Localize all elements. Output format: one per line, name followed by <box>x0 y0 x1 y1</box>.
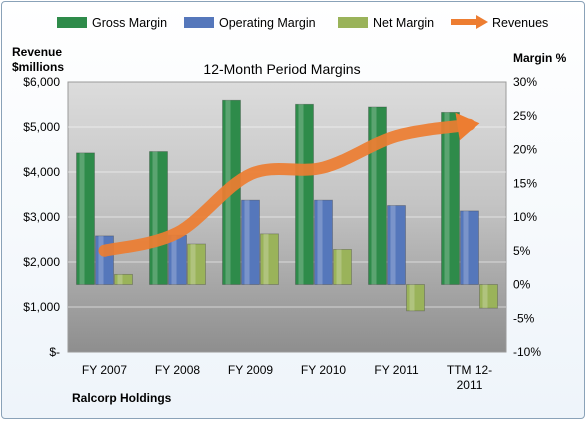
bar-highlight <box>336 249 342 285</box>
bar-highlight <box>152 151 158 285</box>
bar-gross-margin <box>441 111 460 285</box>
bar-highlight <box>317 200 323 285</box>
legend-label-gross-margin: Gross Margin <box>92 16 167 30</box>
x-tick-label: 2011 <box>457 378 483 392</box>
bar-operating-margin <box>460 210 479 285</box>
left-tick-label: $3,000 <box>23 210 60 224</box>
bar-highlight <box>390 205 396 285</box>
bar-net-margin <box>187 243 206 285</box>
x-axis-ticks: FY 2007 FY 2008 FY 2009 FY 2010 FY 2011 TTM 1… <box>82 363 492 392</box>
left-axis-label-line2: $millions <box>12 60 64 74</box>
bar-highlight <box>79 152 85 285</box>
bar-operating-margin <box>387 205 406 285</box>
bar-highlight <box>298 104 304 285</box>
bar-net-margin <box>406 284 425 312</box>
right-tick-label: -5% <box>513 311 535 325</box>
right-tick-label: 20% <box>513 143 537 157</box>
x-tick-label: FY 2007 <box>82 363 127 377</box>
left-axis-ticks: $- $1,000 $2,000 $3,000 $4,000 $5,000 $6,000 <box>23 75 60 359</box>
bar-gross-margin <box>295 103 314 285</box>
bar-net-margin <box>114 273 133 285</box>
x-tick-label: FY 2008 <box>155 363 200 377</box>
legend-label-revenues: Revenues <box>492 16 548 30</box>
bar-operating-margin <box>168 234 187 285</box>
bar-highlight <box>482 284 488 309</box>
bar-highlight <box>117 274 123 285</box>
bar-net-margin <box>260 233 279 285</box>
legend-label-operating-margin: Operating Margin <box>219 16 316 30</box>
x-tick-label: FY 2011 <box>374 363 419 377</box>
right-tick-label: 5% <box>513 244 531 258</box>
bar-net-margin <box>333 248 352 285</box>
bar-net-margin <box>479 284 498 309</box>
bar-highlight <box>444 112 450 285</box>
bar-gross-margin <box>76 152 95 285</box>
bar-gross-margin <box>368 106 387 285</box>
left-tick-label: $5,000 <box>23 120 60 134</box>
x-tick-label: TTM 12- <box>447 363 492 377</box>
bar-highlight <box>409 284 415 311</box>
bar-operating-margin <box>95 235 114 285</box>
bar-highlight <box>244 200 250 285</box>
right-axis-label: Margin % <box>513 51 567 65</box>
left-tick-label: $- <box>49 345 60 359</box>
legend-swatch-net-margin <box>338 17 368 28</box>
bar-gross-margin <box>149 151 168 285</box>
left-tick-label: $2,000 <box>23 255 60 269</box>
legend: Gross Margin Operating Margin Net Margin… <box>57 15 548 30</box>
legend-swatch-revenues-arrow <box>476 15 488 29</box>
bar-operating-margin <box>241 199 260 285</box>
legend-swatch-operating-margin <box>184 17 214 28</box>
bar-highlight <box>371 106 377 285</box>
legend-swatch-gross-margin <box>57 17 87 28</box>
right-tick-label: -10% <box>513 345 541 359</box>
left-axis-label-line1: Revenue <box>12 45 62 59</box>
right-tick-label: 25% <box>513 109 537 123</box>
revenue-line <box>98 118 476 257</box>
x-tick-label: FY 2009 <box>228 363 273 377</box>
bar-highlight <box>98 235 104 285</box>
chart-title: 12-Month Period Margins <box>203 61 360 77</box>
right-tick-label: 30% <box>513 75 537 89</box>
bar-highlight <box>190 244 196 285</box>
revenue-arrow-head <box>455 112 480 141</box>
legend-label-net-margin: Net Margin <box>373 16 434 30</box>
left-tick-label: $4,000 <box>23 165 60 179</box>
right-axis-ticks: -10% -5% 0% 5% 10% 15% 20% 25% 30% <box>513 75 541 359</box>
right-tick-label: 15% <box>513 176 537 190</box>
right-tick-label: 0% <box>513 278 531 292</box>
bar-highlight <box>171 235 177 285</box>
right-tick-label: 10% <box>513 210 537 224</box>
left-tick-label: $1,000 <box>23 300 60 314</box>
bar-highlight <box>263 233 269 285</box>
bar-highlight <box>463 210 469 285</box>
left-tick-label: $6,000 <box>23 75 60 89</box>
revenue-line-layer <box>98 112 480 257</box>
company-name: Ralcorp Holdings <box>72 391 172 405</box>
bar-operating-margin <box>314 199 333 285</box>
x-tick-label: FY 2010 <box>301 363 346 377</box>
